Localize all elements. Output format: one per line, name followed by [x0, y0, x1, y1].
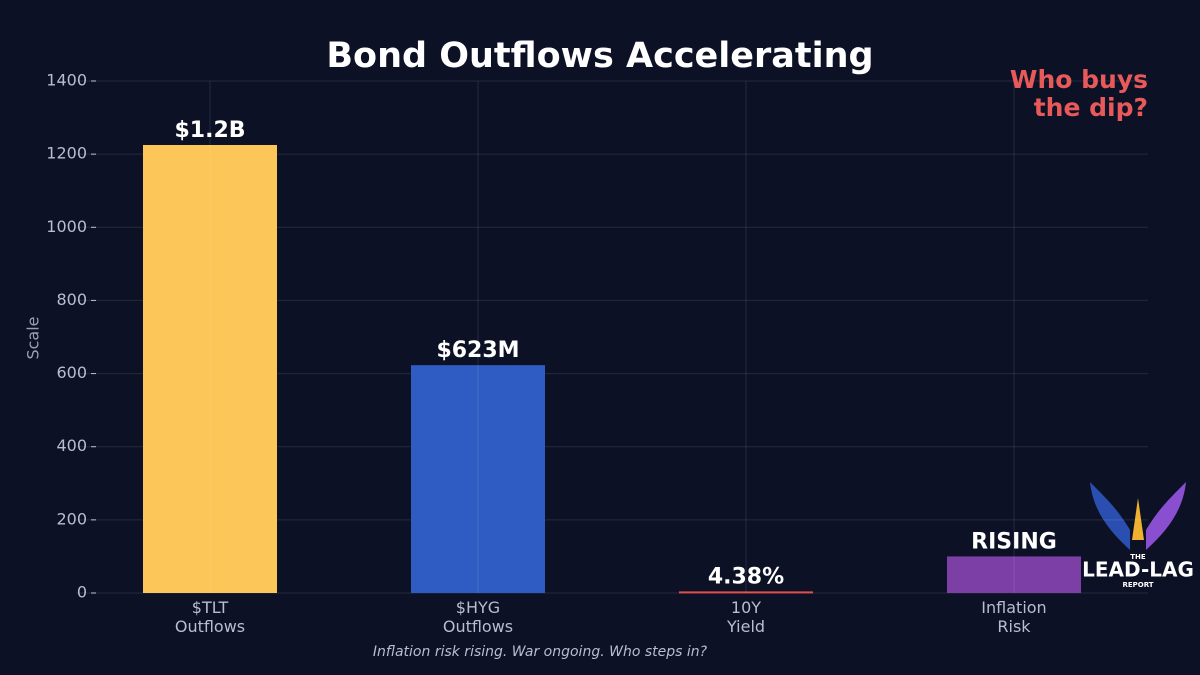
y-tick-label: 1400 — [46, 71, 87, 90]
logo-mark — [1090, 482, 1186, 550]
chart-title: Bond Outflows Accelerating — [326, 36, 873, 76]
x-tick-label: $TLT Outflows — [174, 598, 246, 636]
bar — [411, 365, 545, 593]
x-tick-label: 10Y Yield — [726, 598, 766, 636]
value-label: RISING — [971, 529, 1057, 554]
x-tick-label: Inflation Risk — [981, 598, 1047, 636]
y-tick-label: 200 — [56, 509, 87, 528]
value-label: $623M — [436, 338, 519, 363]
logo-text: REPORT — [1122, 581, 1153, 589]
value-label: 4.38% — [708, 564, 784, 589]
logo-text: THE — [1130, 553, 1146, 561]
bar — [947, 556, 1081, 593]
logo-text: LEAD-LAG — [1082, 558, 1194, 582]
y-tick-label: 1200 — [46, 144, 87, 163]
x-tick-label: $HYG Outflows — [442, 598, 514, 636]
y-tick-label: 800 — [56, 290, 87, 309]
y-tick-label: 0 — [77, 583, 87, 602]
footnote: Inflation risk rising. War ongoing. Who … — [372, 644, 708, 660]
y-axis-label: Scale — [24, 316, 43, 359]
y-tick-label: 600 — [56, 363, 87, 382]
bar — [679, 591, 813, 594]
bar — [143, 145, 277, 593]
value-label: $1.2B — [174, 118, 245, 143]
y-tick-label: 1000 — [46, 217, 87, 236]
y-tick-label: 400 — [56, 436, 87, 455]
annotation: Who buys the dip? — [1009, 65, 1148, 122]
